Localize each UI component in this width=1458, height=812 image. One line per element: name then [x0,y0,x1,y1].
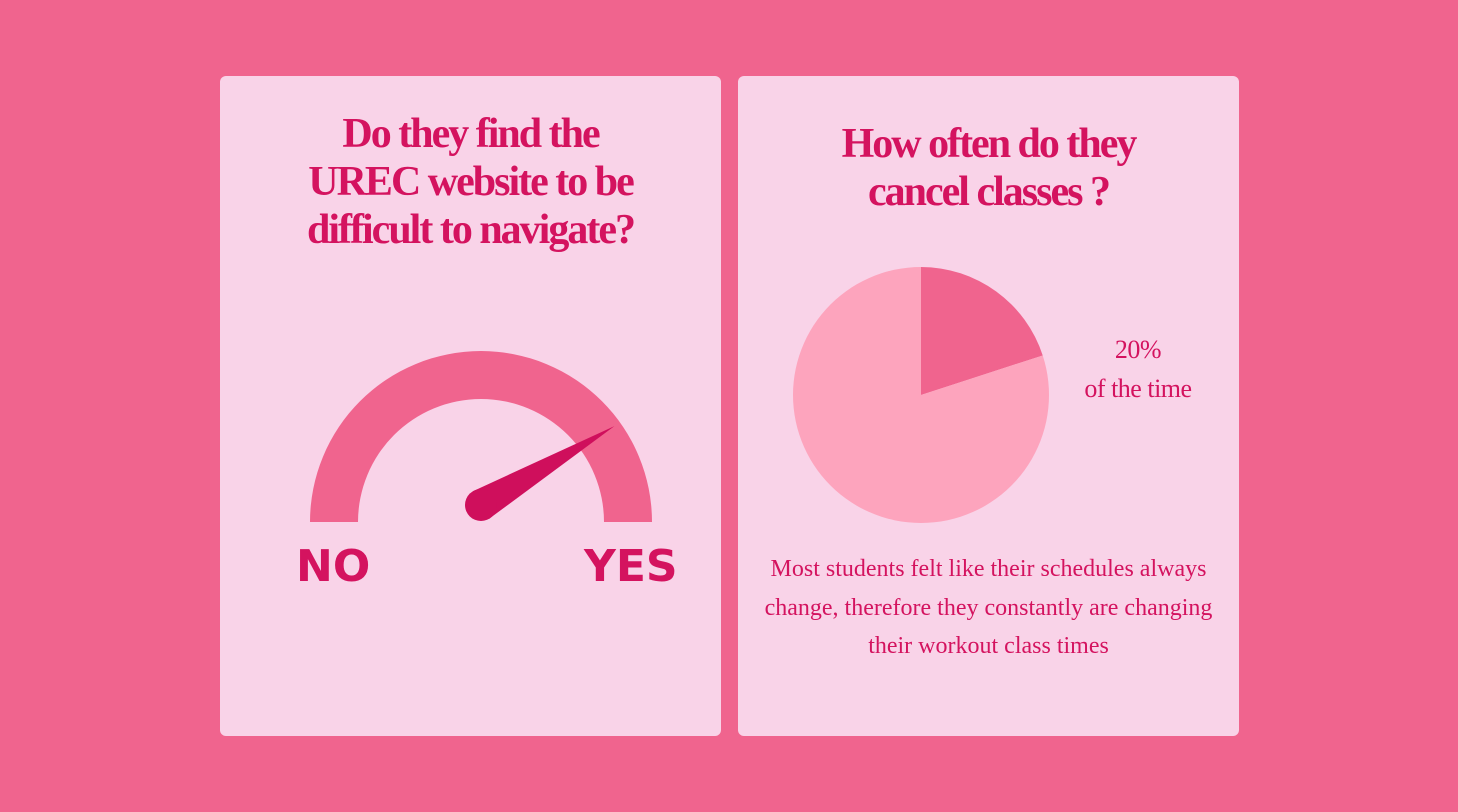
gauge-needle-hub [465,489,497,521]
pie-chart [793,267,1049,523]
gauge-track [310,351,652,522]
pie-slice-value-label: 20% [1114,335,1162,364]
pie-slice-2 [793,267,1049,523]
gauge-min-label: NO [296,541,371,592]
gauge-needle [472,426,615,519]
gauge-card: Do they find the UREC website to be diff… [220,76,721,736]
pie-card-title: How often do they cancel classes ? [841,121,1138,215]
gauge-max-label: YES [584,541,678,592]
gauge-chart [310,351,652,522]
pie-card: How often do they cancel classes ? 20% o… [738,76,1239,736]
pie-slice-1 [921,267,1043,395]
gauge-card-title: Do they find the UREC website to be diff… [307,111,636,253]
pie-card-body-text: Most students felt like their schedules … [764,556,1213,659]
pie-slice-caption: of the time [1084,374,1192,403]
